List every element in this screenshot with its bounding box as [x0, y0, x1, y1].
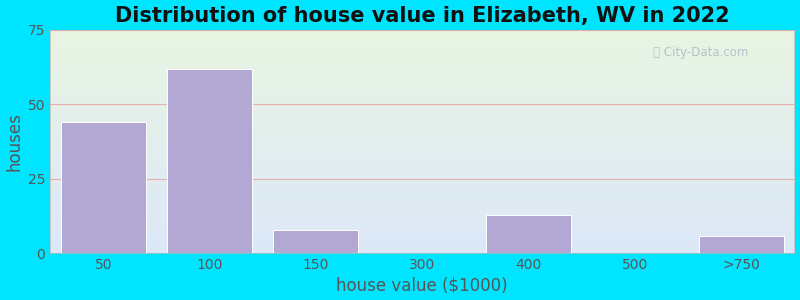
Bar: [698, 236, 784, 253]
Title: Distribution of house value in Elizabeth, WV in 2022: Distribution of house value in Elizabeth…: [115, 6, 730, 26]
X-axis label: house value ($1000): house value ($1000): [337, 276, 508, 294]
Bar: [167, 69, 252, 254]
Text: ⓘ City-Data.com: ⓘ City-Data.com: [653, 46, 748, 59]
Y-axis label: houses: houses: [6, 112, 23, 171]
Bar: [274, 230, 358, 254]
Bar: [486, 215, 571, 254]
Bar: [61, 122, 146, 254]
